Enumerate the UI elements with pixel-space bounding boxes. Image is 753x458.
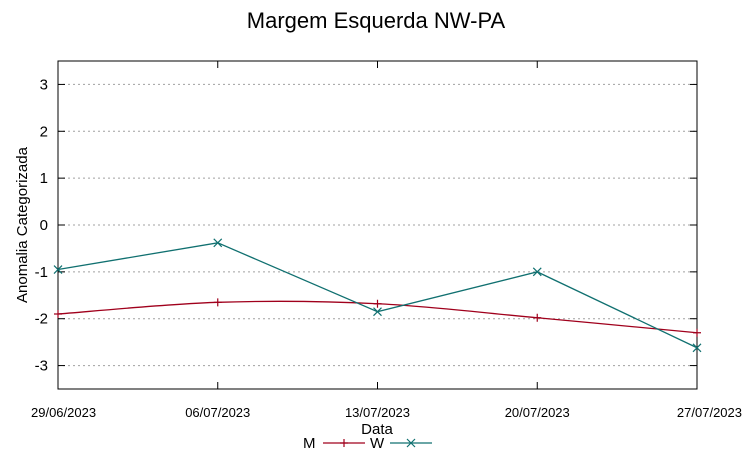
point-marker <box>532 267 542 277</box>
x-tick-label: 20/07/2023 <box>505 405 570 420</box>
y-tick-label: 1 <box>40 170 48 187</box>
x-tick-label: 29/06/2023 <box>31 405 96 420</box>
y-tick-label: 3 <box>40 76 48 93</box>
point-marker <box>406 438 416 448</box>
x-tick-label: 13/07/2023 <box>345 405 410 420</box>
y-tick-label: 2 <box>40 123 48 140</box>
y-tick-label: -3 <box>35 358 48 375</box>
grid-lines <box>58 83 697 367</box>
x-axis-ticks: 29/06/2023 06/07/2023 13/07/2023 20/07/2023… <box>31 61 742 420</box>
x-tick-label: 06/07/2023 <box>185 405 250 420</box>
point-marker <box>53 265 63 274</box>
series-line <box>57 242 698 349</box>
x-axis-label: Data <box>361 421 393 438</box>
y-axis-label: Anomalia Categorizada <box>14 146 31 303</box>
chart-title: Margem Esquerda NW-PA <box>247 8 506 33</box>
legend-label: W <box>370 435 385 452</box>
point-marker <box>692 343 702 353</box>
point-marker <box>54 310 62 319</box>
point-marker <box>373 307 382 317</box>
y-tick-label: -1 <box>35 264 48 281</box>
x-tick-label: 27/07/2023 <box>677 405 742 420</box>
point-marker <box>213 298 222 307</box>
point-marker <box>693 328 701 337</box>
y-tick-label: 0 <box>40 217 48 234</box>
y-tick-label: -2 <box>35 311 48 328</box>
point-marker <box>533 313 542 322</box>
point-marker <box>213 238 223 248</box>
legend-label: M <box>303 435 316 452</box>
series-layer <box>53 238 702 353</box>
point-marker <box>340 439 348 447</box>
y-axis-ticks: 3 2 1 0 -1 -2 -3 <box>35 76 697 375</box>
point-marker <box>373 299 382 308</box>
series-w <box>53 238 702 353</box>
series-m <box>54 298 701 337</box>
